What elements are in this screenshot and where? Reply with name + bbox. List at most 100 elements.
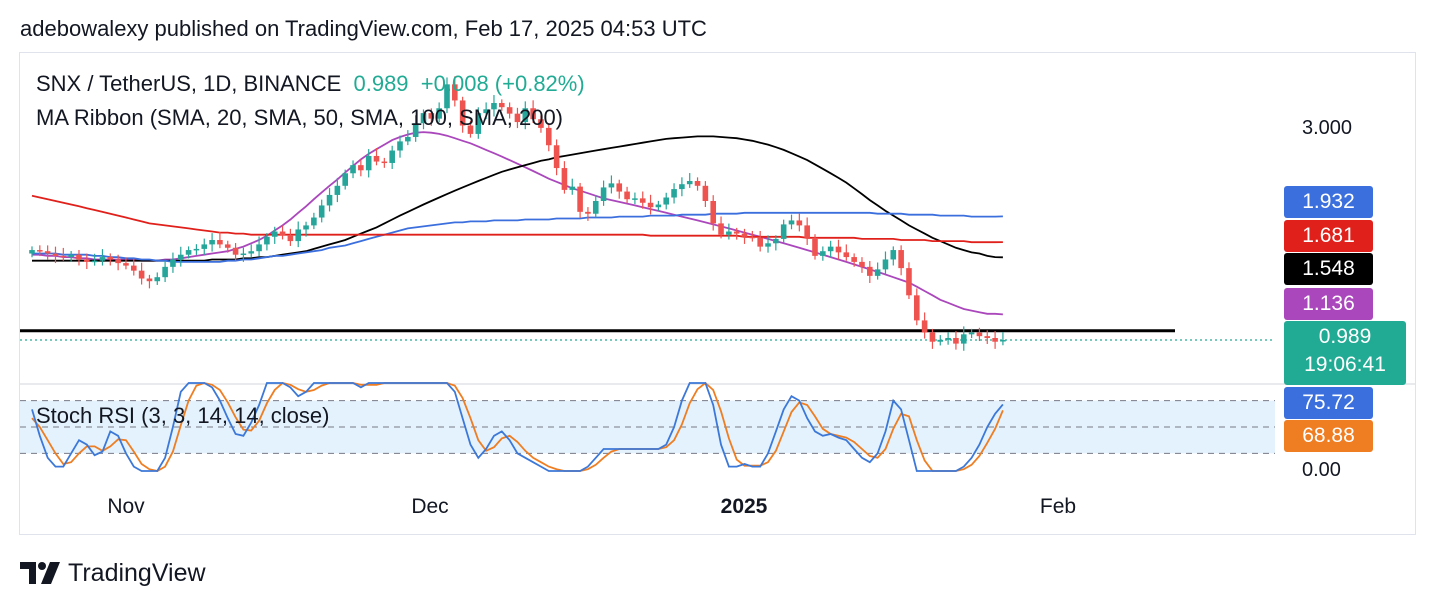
candle-body	[381, 161, 388, 164]
candle-body	[467, 125, 474, 134]
footer-brand[interactable]: TradingView	[20, 556, 206, 590]
candle-body	[913, 295, 920, 321]
candle-body	[639, 198, 646, 203]
stoch-k-line	[31, 382, 1004, 472]
candle-body	[804, 225, 810, 238]
stoch-rsi-legend[interactable]: Stoch RSI (3, 3, 14, 14, close)	[36, 403, 330, 428]
candle-body	[796, 220, 803, 226]
candle-body	[170, 259, 176, 267]
candle-body	[232, 247, 239, 255]
candle-body	[835, 246, 842, 253]
candle-body	[624, 191, 630, 200]
candle-body	[483, 109, 489, 114]
symbol-legend[interactable]: SNX / TetherUS, 1D, BINANCE 0.989 +0.008…	[36, 71, 585, 97]
candle-body	[52, 253, 59, 256]
candle-body	[937, 339, 944, 342]
candle-body	[788, 220, 795, 225]
candle-body	[710, 200, 717, 224]
ma-line-sma200	[31, 194, 1003, 244]
candle-body	[76, 254, 82, 260]
chart-canvas[interactable]	[20, 53, 1416, 535]
candle-body	[287, 235, 294, 242]
candle-body	[773, 238, 779, 244]
candle-body	[874, 269, 881, 276]
candle-body	[702, 185, 709, 201]
candle-body	[452, 84, 458, 101]
time-label-feb: Feb	[1039, 495, 1077, 518]
candle-body	[867, 266, 873, 276]
candle-body	[827, 246, 834, 252]
candle-body	[553, 145, 560, 169]
candle-body	[718, 223, 724, 235]
candle-body	[616, 183, 623, 192]
stoch-d-line	[31, 381, 1004, 472]
candle-body	[271, 231, 278, 237]
legend-price: 0.989	[353, 71, 409, 96]
candle-body	[733, 231, 740, 234]
candle-body	[780, 224, 787, 239]
candle-body	[444, 84, 450, 109]
candle-body	[107, 257, 114, 260]
candle-body	[420, 113, 427, 124]
candle-body	[859, 261, 865, 267]
time-label-2025: 2025	[720, 495, 768, 518]
candle-body	[984, 336, 991, 338]
time-label-nov: Nov	[107, 495, 145, 518]
candle-body	[953, 337, 959, 344]
candle-body	[248, 251, 255, 254]
bar-countdown: 19:06:41	[1304, 353, 1386, 376]
candle-body	[749, 236, 756, 239]
candle-body	[514, 113, 521, 123]
candle-body	[765, 243, 771, 247]
candle-body	[279, 231, 286, 236]
ma-line-sma20	[32, 131, 1003, 316]
candle-body	[224, 244, 231, 248]
candle-body	[921, 320, 928, 333]
candle-body	[162, 266, 168, 278]
candle-body	[945, 337, 951, 340]
candle-body	[992, 337, 998, 342]
candle-body	[1000, 340, 1006, 342]
candle-body	[405, 136, 411, 142]
candle-body	[389, 150, 395, 163]
candle-body	[209, 240, 215, 245]
candle-body	[311, 217, 317, 226]
candle-body	[976, 332, 983, 337]
sma50-price-tag: 1.548	[1284, 253, 1373, 285]
candle-body	[154, 277, 161, 282]
last-price-tag: 0.989 19:06:41	[1284, 321, 1406, 385]
candle-body	[37, 250, 43, 252]
candle-body	[608, 183, 615, 188]
candle-body	[491, 103, 497, 110]
candle-body	[538, 119, 544, 128]
candle-body	[577, 186, 583, 212]
candle-body	[459, 100, 466, 126]
candle-body	[217, 240, 223, 245]
candle-body	[138, 270, 145, 279]
symbol-label: SNX / TetherUS, 1D, BINANCE	[36, 71, 342, 96]
footer-brand-text: TradingView	[68, 558, 206, 587]
candle-body	[84, 259, 90, 262]
candle-body	[436, 108, 442, 119]
candle-body	[29, 250, 35, 254]
candle-body	[123, 263, 129, 266]
candle-body	[600, 187, 607, 201]
candle-body	[91, 260, 98, 263]
candle-body	[373, 155, 380, 162]
ma-ribbon-legend[interactable]: MA Ribbon (SMA, 20, SMA, 50, SMA, 100, S…	[36, 105, 564, 130]
candle-body	[193, 248, 200, 251]
stoch-d-tag: 68.88	[1284, 420, 1373, 452]
candle-body	[592, 200, 599, 214]
candle-body	[632, 198, 638, 200]
candle-body	[851, 257, 857, 262]
candle-body	[569, 186, 576, 190]
price-tick-3000: 3.000	[1302, 117, 1353, 139]
chart-frame[interactable]: SNX / TetherUS, 1D, BINANCE 0.989 +0.008…	[19, 52, 1416, 535]
last-price-value: 0.989	[1318, 325, 1372, 348]
candle-body	[741, 233, 748, 237]
candle-body	[906, 268, 912, 296]
candle-body	[655, 204, 662, 208]
candle-body	[318, 205, 325, 218]
ma-line-sma50	[32, 135, 1003, 262]
candle-body	[68, 254, 74, 258]
